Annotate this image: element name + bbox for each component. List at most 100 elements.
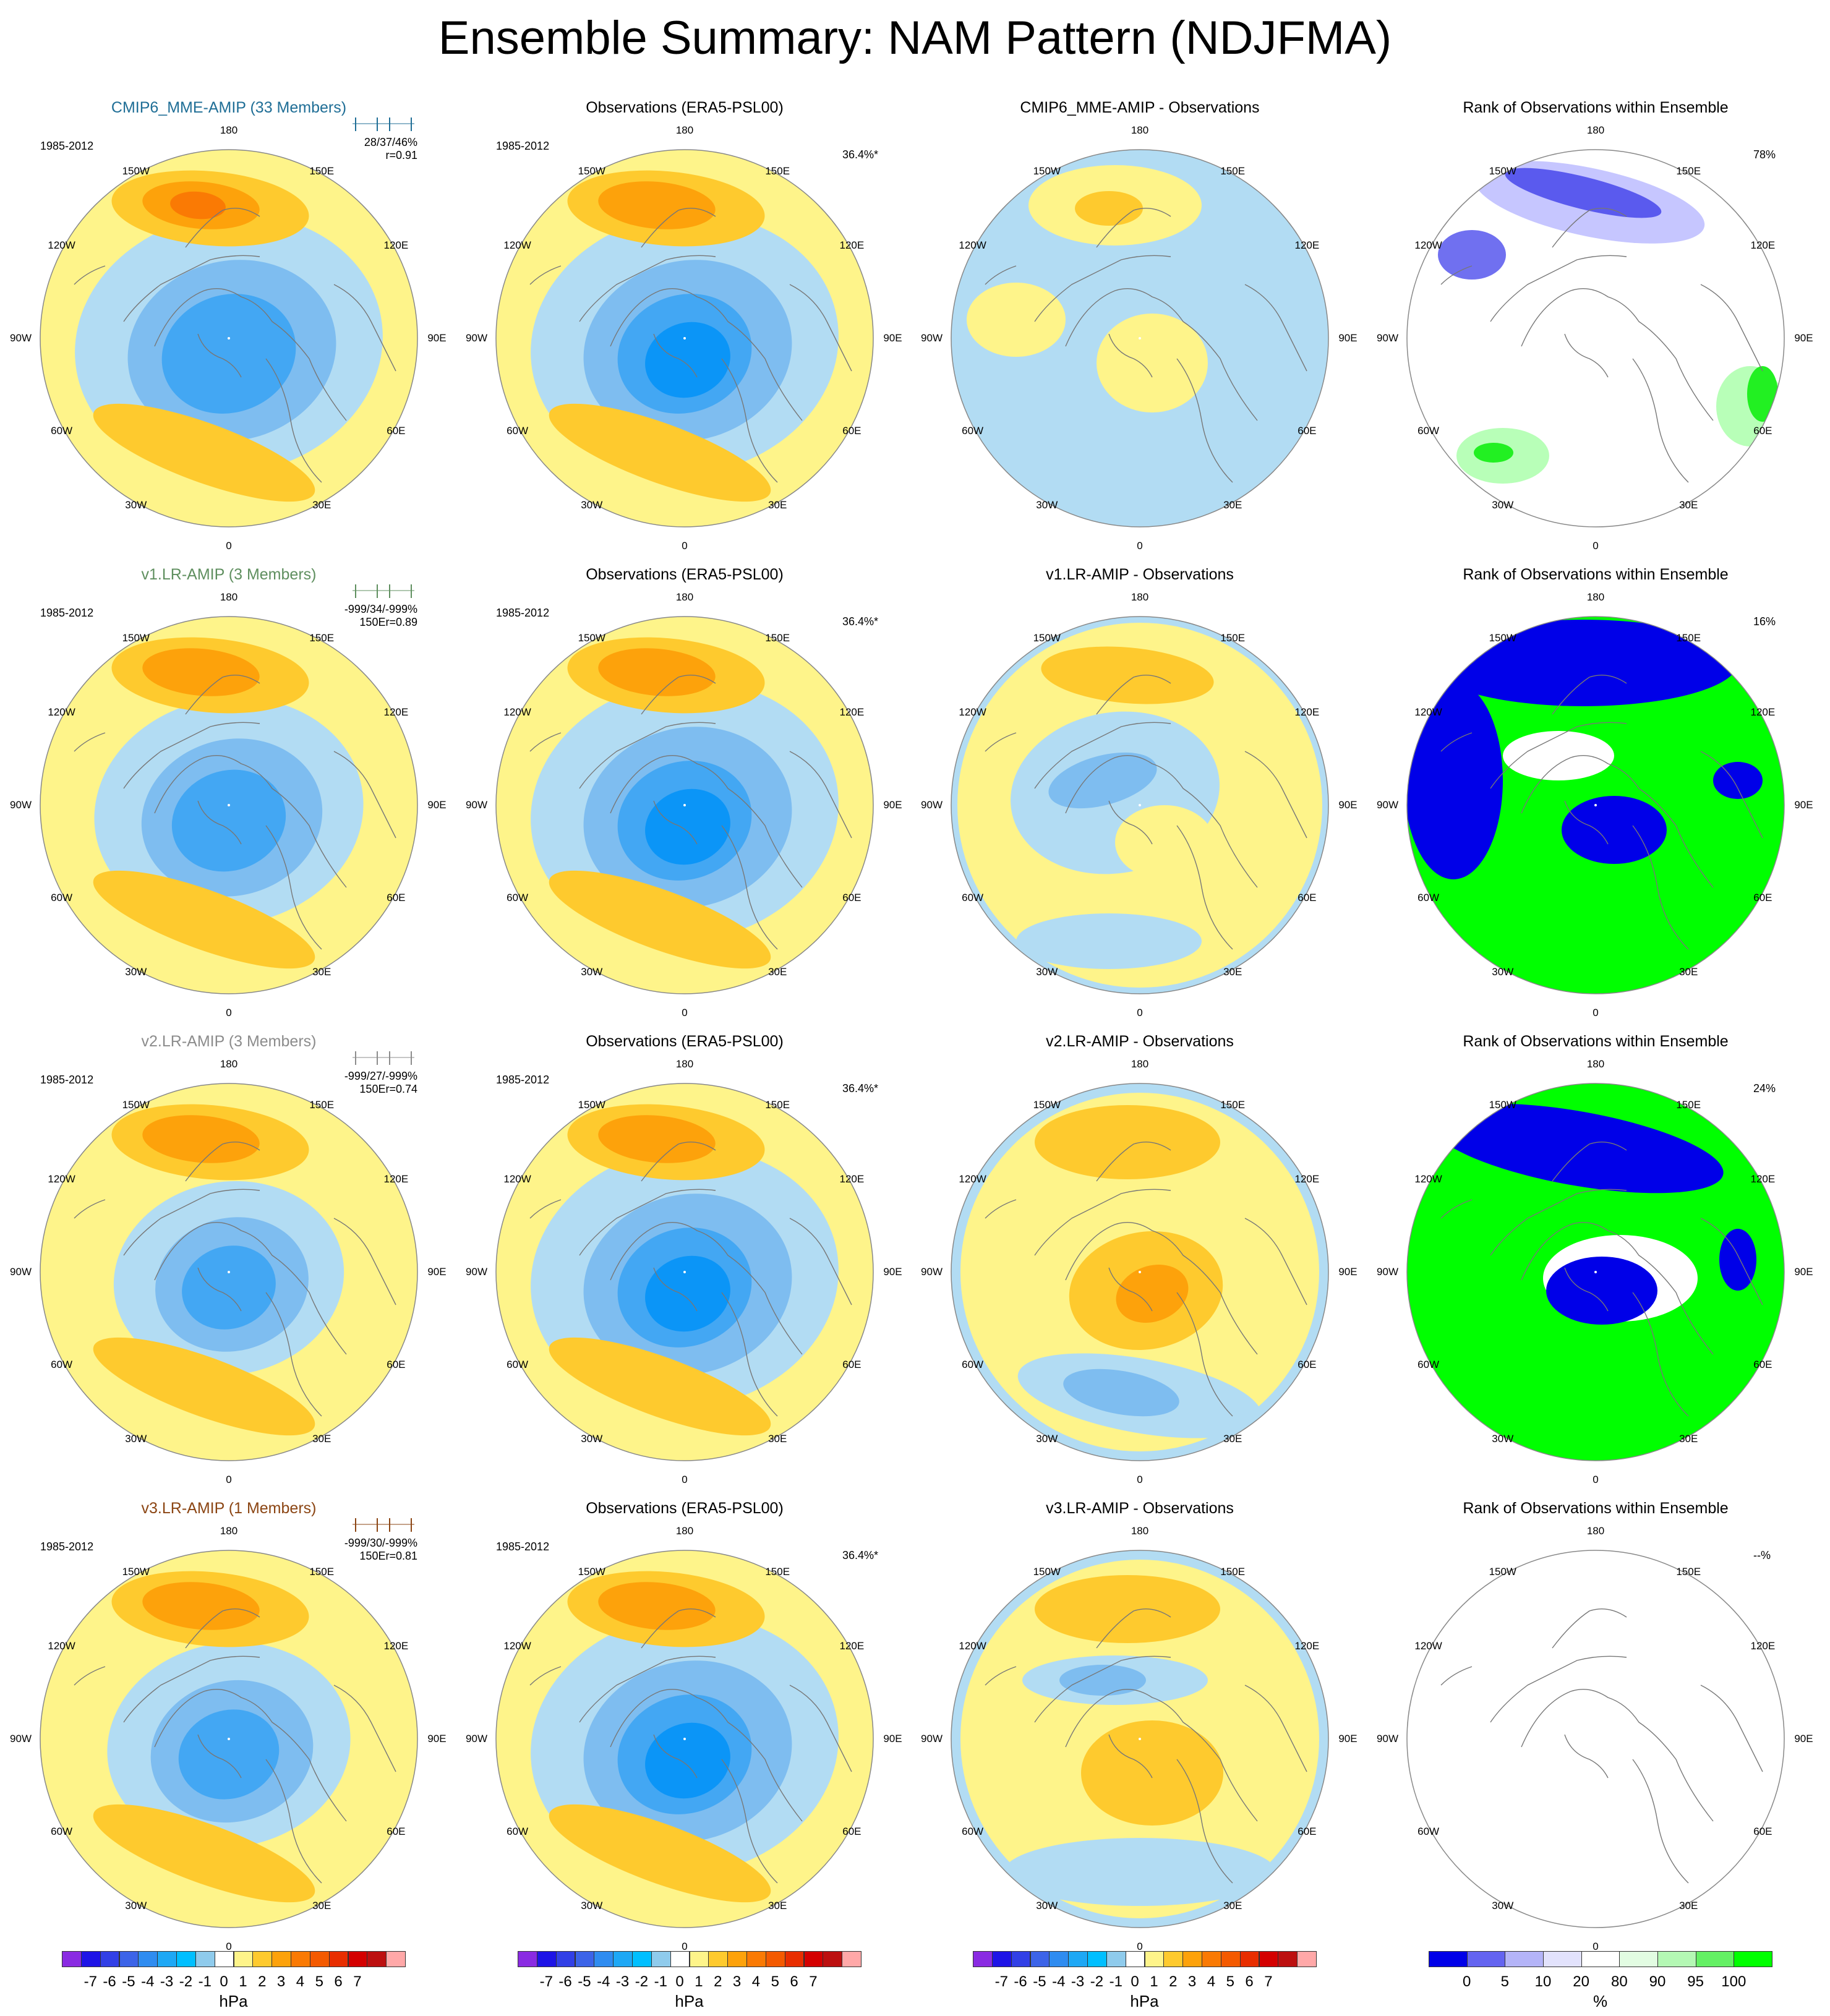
longitude-label: 120E xyxy=(1750,1172,1776,1185)
coastline xyxy=(1490,1655,1627,1723)
polar-map xyxy=(40,149,418,527)
longitude-label: 150W xyxy=(122,1098,150,1111)
map-boundary xyxy=(1406,1083,1785,1461)
coastline xyxy=(74,1666,106,1686)
longitude-label: 0 xyxy=(682,1941,688,1953)
longitude-label: 120E xyxy=(1750,239,1776,251)
rank-percent: 16% xyxy=(1753,615,1776,628)
longitude-label: 30W xyxy=(581,499,603,511)
colorbar-unit: hPa xyxy=(675,1992,704,2010)
coastline xyxy=(1632,1759,1689,1884)
negative-anomaly-3 xyxy=(161,294,296,414)
longitude-label: 30W xyxy=(125,1433,147,1445)
longitude-label: 30E xyxy=(768,499,787,511)
coastline xyxy=(1034,255,1171,322)
longitude-label: 30E xyxy=(1679,1433,1698,1445)
colorbar-swatch xyxy=(367,1951,387,1967)
longitude-label: 0 xyxy=(1137,1474,1143,1486)
longitude-label: 60W xyxy=(962,425,984,437)
colorbar-swatch xyxy=(1163,1951,1184,1967)
longitude-label: 90W xyxy=(1377,332,1398,344)
colorbar-swatch xyxy=(386,1951,406,1967)
map-boundary xyxy=(495,149,874,527)
positive-anomaly-atlantic xyxy=(93,1804,315,1903)
coastline xyxy=(1096,1608,1171,1649)
colorbar-swatch xyxy=(195,1951,215,1967)
polar-map xyxy=(951,616,1329,994)
colorbar-tick: 1 xyxy=(695,1973,703,1990)
coastline xyxy=(333,1218,396,1305)
coastline xyxy=(653,1267,698,1312)
north-pole-marker xyxy=(228,1271,230,1273)
explained-variance: 36.4%* xyxy=(842,148,879,161)
longitude-label: 150E xyxy=(1676,631,1701,644)
coastline xyxy=(610,1688,803,1822)
longitude-label: 150E xyxy=(765,164,790,177)
period-label: 1985-2012 xyxy=(40,1074,94,1086)
colorbar-swatch xyxy=(746,1951,766,1967)
coastline xyxy=(1176,825,1233,950)
north-pole-marker xyxy=(1139,1271,1141,1273)
longitude-label: 60E xyxy=(842,892,862,904)
coastline xyxy=(1440,732,1473,752)
coastline xyxy=(1034,1655,1171,1723)
longitude-label: 180 xyxy=(220,1524,238,1537)
colorbar-swatch xyxy=(1429,1951,1468,1967)
coastline xyxy=(653,333,698,378)
difference-negative-core xyxy=(1048,752,1157,809)
longitude-label: 90W xyxy=(921,1266,943,1278)
panel-title: v2.LR-AMIP (3 Members) xyxy=(141,1033,317,1050)
longitude-label: 90W xyxy=(466,799,487,811)
colorbar-tick: 3 xyxy=(276,1973,286,1990)
colorbar-swatch xyxy=(138,1951,158,1967)
difference-positive-pacific xyxy=(1035,1575,1220,1643)
longitude-label: 150W xyxy=(1033,1098,1061,1111)
longitude-label: 90E xyxy=(427,332,447,344)
colorbar-tick: -2 xyxy=(1090,1973,1104,1990)
longitude-label: 30W xyxy=(1492,1900,1514,1912)
coastline xyxy=(579,255,716,322)
colorbar-swatch xyxy=(842,1951,862,1967)
colorbar-tick: 3 xyxy=(732,1973,742,1990)
coastline xyxy=(1564,1267,1609,1312)
longitude-label: 90E xyxy=(1794,799,1813,811)
polar-map xyxy=(951,1083,1329,1461)
longitude-label: 180 xyxy=(220,1057,238,1070)
colorbar-tick: -1 xyxy=(1109,1973,1122,1990)
longitude-label: 180 xyxy=(220,124,238,136)
longitude-label: 60W xyxy=(962,892,984,904)
longitude-label: 150E xyxy=(1676,1565,1701,1578)
polar-map xyxy=(495,1550,874,1928)
longitude-label: 120W xyxy=(48,1172,75,1185)
positive-anomaly-atlantic xyxy=(549,1337,771,1436)
rank-low-west xyxy=(1438,230,1506,280)
coastline xyxy=(123,255,260,322)
longitude-label: 0 xyxy=(1593,1007,1599,1019)
longitude-label: 150E xyxy=(309,164,335,177)
longitude-label: 150W xyxy=(1489,631,1516,644)
longitude-label: 60W xyxy=(507,892,529,904)
longitude-label: 30E xyxy=(312,1900,331,1912)
coastline xyxy=(1034,1189,1171,1256)
longitude-label: 60E xyxy=(1298,425,1317,437)
colorbar-swatch xyxy=(973,1951,993,1967)
longitude-label: 60E xyxy=(1753,1826,1772,1838)
longitude-label: 90E xyxy=(1794,332,1813,344)
north-pole-marker xyxy=(228,804,230,806)
longitude-label: 30E xyxy=(312,966,331,978)
coastline xyxy=(1552,674,1627,715)
positive-anomaly-pacific-core xyxy=(598,648,716,696)
coastline xyxy=(1108,1267,1153,1312)
coastline xyxy=(641,1141,716,1182)
longitude-label: 120E xyxy=(839,1172,865,1185)
map-boundary xyxy=(40,616,418,994)
longitude-label: 120W xyxy=(48,1639,75,1652)
period-label: 1985-2012 xyxy=(496,140,550,152)
rank-low-north xyxy=(1429,620,1738,706)
explained-variance: 36.4%* xyxy=(842,1082,879,1095)
colorbar-swatch xyxy=(348,1951,368,1967)
positive-anomaly-pacific-core xyxy=(598,1582,716,1630)
coastline xyxy=(1065,1688,1258,1822)
longitude-label: 30E xyxy=(312,1433,331,1445)
